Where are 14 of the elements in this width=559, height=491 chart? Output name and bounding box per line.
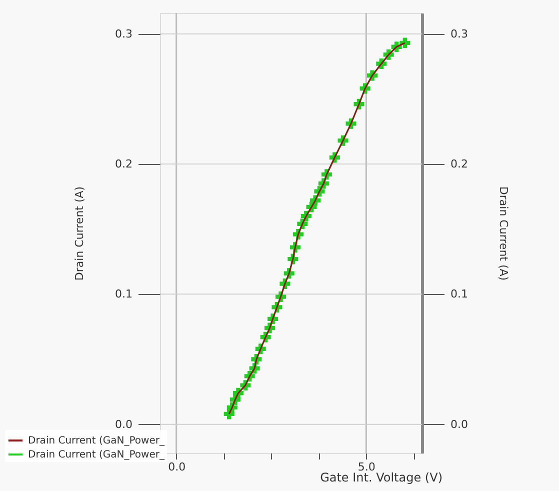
y2-tick-label: 0.3 <box>450 27 468 40</box>
y2-tick-label: 0.0 <box>450 418 468 431</box>
y-axis-title: Drain Current (A) <box>73 186 86 281</box>
legend-label: Drain Current (GaN_Power_ <box>28 450 166 460</box>
x-axis-title: Gate Int. Voltage (V) <box>320 470 442 484</box>
y2-tick-label: 0.1 <box>450 288 468 301</box>
y-tick-label: 0.2 <box>115 158 132 171</box>
y-tick-label: 0.0 <box>115 418 132 431</box>
y2-tick-label: 0.2 <box>450 158 468 171</box>
y2-axis-title: Drain Current (A) <box>496 186 510 281</box>
x-tick-label: 5.0 <box>358 460 376 474</box>
y-tick-label: 0.3 <box>115 27 132 40</box>
y-tick-label: 0.1 <box>115 288 132 301</box>
legend-label: Drain Current (GaN_Power_ <box>28 436 166 446</box>
